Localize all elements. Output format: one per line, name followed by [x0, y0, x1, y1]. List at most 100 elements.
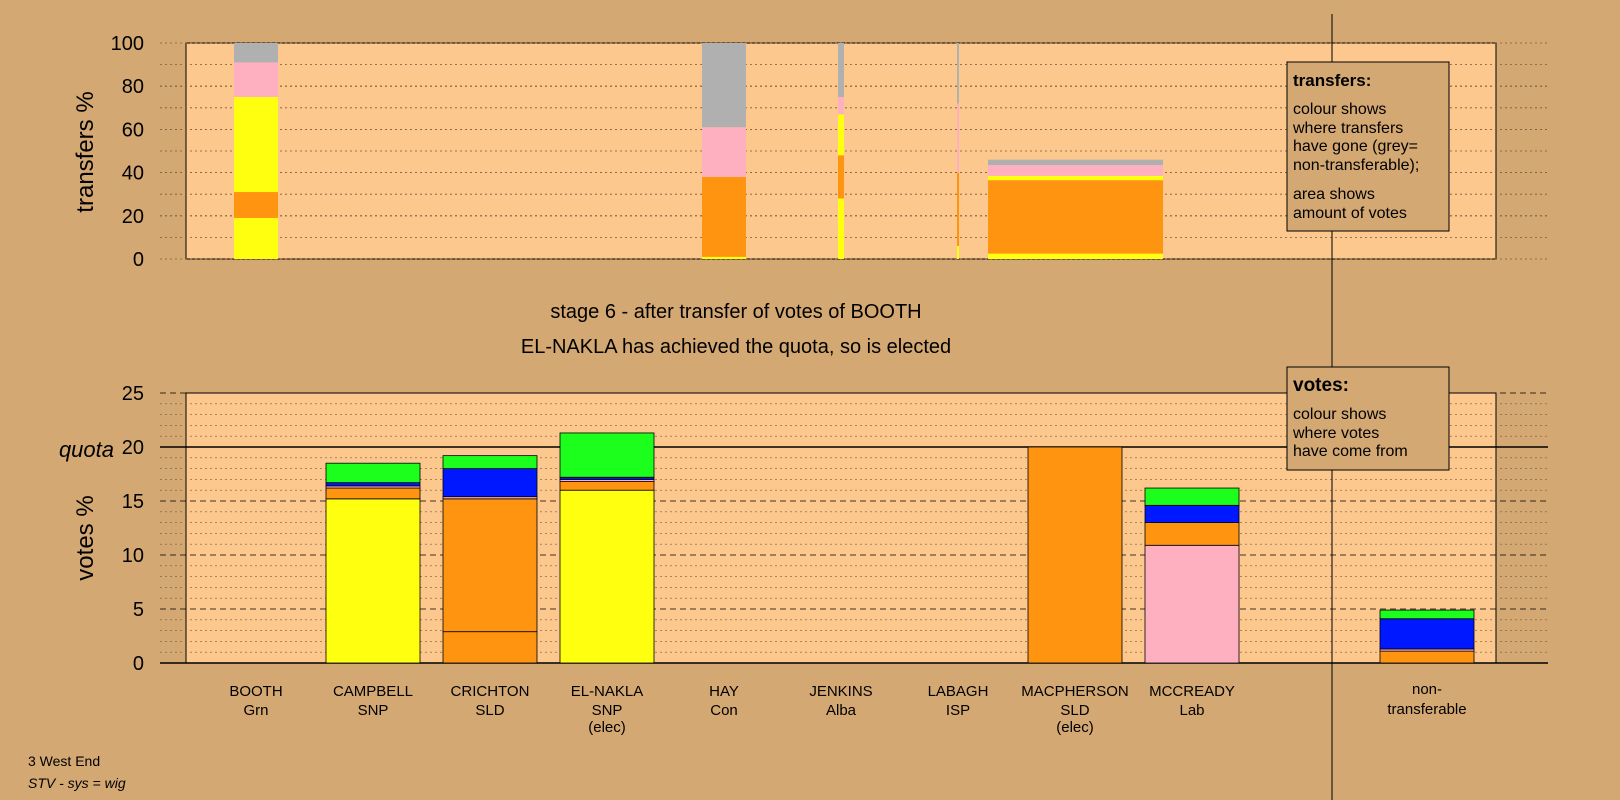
system-note: STV - sys = wig	[28, 775, 126, 791]
transfers-legend-title: transfers:	[1293, 71, 1371, 90]
vote-segment-el-nakla	[559, 489, 655, 664]
transfers-y-tick-label: 80	[122, 76, 144, 98]
votes-legend: votes: colour shows where votes have com…	[1286, 366, 1450, 471]
vote-segment-crichton	[442, 631, 538, 664]
vote-segment-campbell	[325, 498, 421, 664]
vote-segment-nontransferable	[1379, 609, 1475, 620]
transfer-segment-hay	[702, 127, 746, 177]
transfers-y-tick-label: 100	[111, 33, 144, 55]
election-status-headline: EL-NAKLA has achieved the quota, so is e…	[521, 336, 951, 358]
candidate-name: BOOTH	[229, 683, 282, 700]
transfers-y-ticks: 0 20 40 60 80 100	[111, 33, 144, 271]
candidate-name: HAY	[709, 683, 739, 700]
candidate-party: SNP	[358, 702, 389, 719]
vote-segment-crichton	[442, 498, 538, 633]
votes-legend-line: have come from	[1293, 443, 1408, 460]
vote-segment-mccready	[1144, 522, 1240, 546]
transfer-segment-macpherson	[988, 180, 1163, 254]
candidate-name: LABAGH	[928, 683, 989, 700]
nontransferable-label: transferable	[1387, 701, 1466, 718]
candidate-party: Con	[710, 702, 738, 719]
candidate-party: SLD	[475, 702, 504, 719]
transfers-y-tick-label: 0	[133, 249, 144, 271]
transfer-segment-labagh	[957, 43, 959, 104]
vote-segment-mccready	[1144, 544, 1240, 664]
votes-panel: 0 5 10 15 25 20 BOOTH Grn CAMPBELL SNP CRICHTON SL…	[59, 383, 1548, 736]
transfers-legend-line: colour shows	[1293, 101, 1386, 118]
transfer-segment-booth	[234, 192, 278, 218]
ward-name: 3 West End	[28, 753, 100, 769]
transfers-legend-line: non-transferable);	[1293, 157, 1419, 174]
transfer-segment-jenkins	[838, 114, 844, 156]
transfers-legend-box	[1286, 61, 1450, 232]
transfers-y-label: transfers %	[72, 91, 99, 212]
votes-legend-box	[1286, 366, 1450, 471]
transfers-legend: transfers: colour shows where transfers …	[1286, 61, 1450, 232]
transfer-segment-booth	[234, 43, 278, 63]
votes-y-tick-label: 10	[122, 545, 144, 567]
candidate-name: JENKINS	[809, 683, 872, 700]
candidate-party: Grn	[243, 702, 268, 719]
vote-segment-campbell	[325, 482, 421, 487]
vote-segment-el-nakla	[559, 481, 655, 491]
votes-legend-line: where votes	[1292, 425, 1379, 442]
candidate-labels: BOOTH Grn CAMPBELL SNP CRICHTON SLD EL-NAKLA SN…	[229, 681, 1466, 736]
transfer-segment-macpherson	[988, 159, 1163, 166]
candidate-name: CAMPBELL	[333, 683, 413, 700]
elected-marker: (elec)	[1056, 719, 1094, 736]
transfer-segment-hay	[702, 256, 746, 259]
transfer-segment-labagh	[957, 246, 959, 259]
transfer-segment-jenkins	[838, 97, 844, 115]
transfer-segment-macpherson	[988, 165, 1163, 176]
candidate-party: SLD	[1060, 702, 1089, 719]
vote-segment-macpherson	[1027, 446, 1123, 664]
transfer-segment-labagh	[957, 172, 959, 247]
transfers-y-tick-label: 40	[122, 163, 144, 185]
votes-y-ticks: 0 5 10 15 25 20	[122, 383, 144, 675]
transfer-segment-jenkins	[838, 198, 844, 259]
votes-y-tick-label: 25	[122, 383, 144, 405]
vote-segment-campbell	[325, 462, 421, 484]
elected-marker: (elec)	[588, 719, 626, 736]
candidate-name: MCCREADY	[1149, 683, 1235, 700]
candidate-party: SNP	[592, 702, 623, 719]
transfers-legend-line: have gone (grey=	[1293, 138, 1418, 155]
vote-segment-mccready	[1144, 487, 1240, 506]
transfer-segment-booth	[234, 62, 278, 97]
vote-segment-crichton	[442, 468, 538, 498]
candidate-party: Lab	[1179, 702, 1204, 719]
votes-y-tick-label: 20	[122, 437, 144, 459]
candidate-name: MACPHERSON	[1021, 683, 1129, 700]
vote-segment-el-nakla	[559, 432, 655, 478]
vote-segment-nontransferable	[1379, 650, 1475, 664]
vote-segment-crichton	[442, 455, 538, 470]
transfer-segment-hay	[702, 176, 746, 257]
nontransferable-label: non-	[1412, 681, 1442, 698]
transfer-segment-macpherson	[988, 175, 1163, 181]
transfer-segment-labagh	[957, 103, 959, 173]
votes-legend-line: colour shows	[1293, 406, 1386, 423]
vote-segment-campbell	[325, 487, 421, 500]
candidate-party: Alba	[826, 702, 857, 719]
transfer-segment-booth	[234, 217, 278, 259]
candidate-name: EL-NAKLA	[571, 683, 644, 700]
votes-y-label: votes %	[72, 495, 99, 580]
transfer-segment-macpherson	[988, 253, 1163, 259]
candidate-party: ISP	[946, 702, 970, 719]
transfers-legend-line: amount of votes	[1293, 205, 1407, 222]
vote-segment-nontransferable	[1379, 618, 1475, 650]
votes-bars	[325, 432, 1475, 664]
votes-legend-title: votes:	[1293, 375, 1349, 396]
stage-headline: stage 6 - after transfer of votes of BOO…	[550, 301, 921, 323]
transfer-segment-booth	[234, 97, 278, 193]
votes-y-tick-label: 15	[122, 491, 144, 513]
vote-segment-mccready	[1144, 504, 1240, 524]
transfer-segment-jenkins	[838, 43, 844, 97]
votes-y-tick-label: 0	[133, 653, 144, 675]
transfers-bars	[234, 43, 1163, 259]
transfers-y-tick-label: 60	[122, 119, 144, 141]
transfer-segment-hay	[702, 43, 746, 128]
quota-label: quota	[59, 437, 114, 462]
transfers-legend-line: where transfers	[1292, 120, 1403, 137]
